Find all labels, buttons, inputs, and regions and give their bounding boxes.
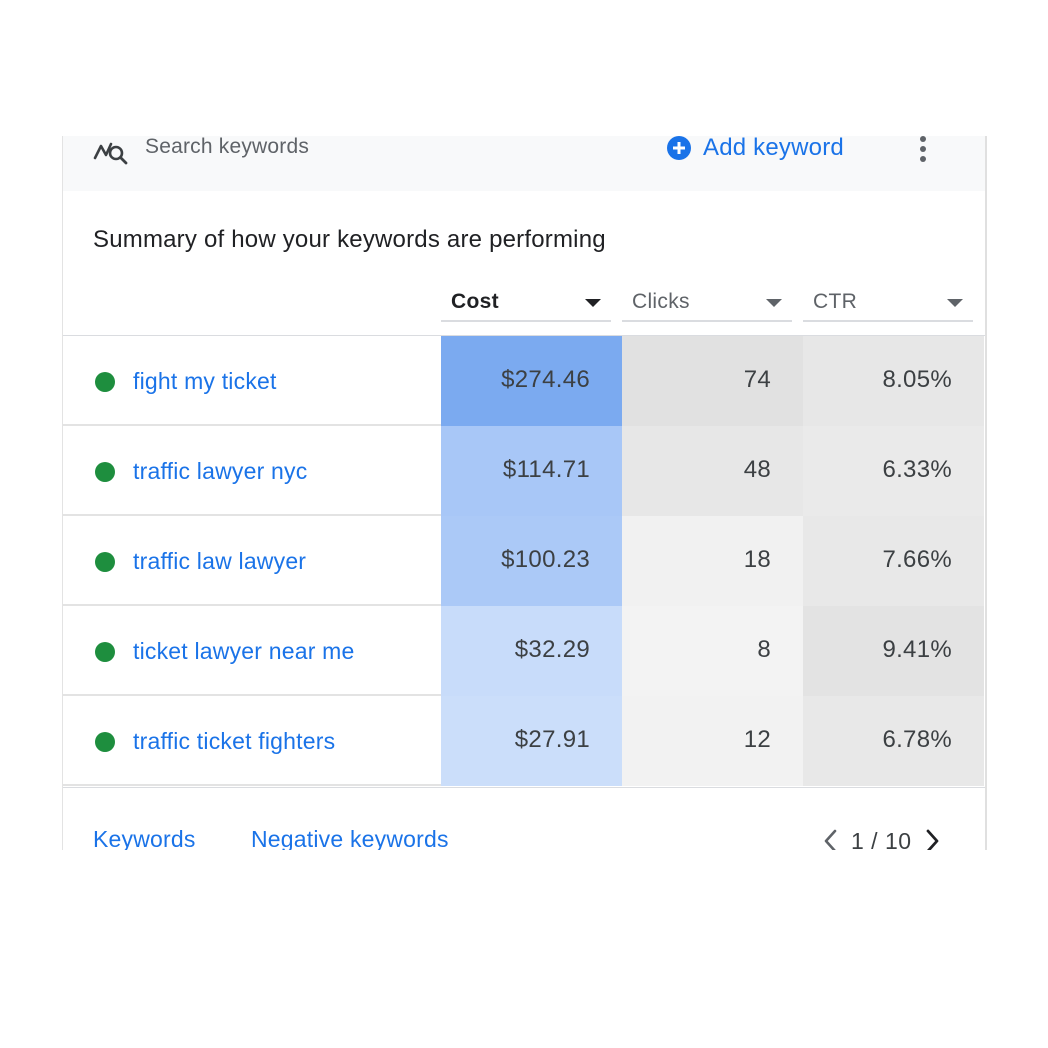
clicks-cell: 12 xyxy=(622,696,803,786)
keyword-cell: ticket lawyer near me xyxy=(63,606,441,696)
cost-value: $274.46 xyxy=(501,366,590,393)
pagination: 1 / 10 xyxy=(819,826,944,850)
keyword-link[interactable]: traffic ticket fighters xyxy=(133,728,336,754)
enabled-status-icon xyxy=(95,372,115,392)
keyword-link[interactable]: traffic lawyer nyc xyxy=(133,458,308,484)
ctr-value: 8.05% xyxy=(882,366,952,393)
keyword-link[interactable]: ticket lawyer near me xyxy=(133,638,355,664)
sort-dropdown-icon xyxy=(585,299,601,307)
clicks-cell: 18 xyxy=(622,516,803,606)
ctr-cell: 6.78% xyxy=(803,696,984,786)
add-circle-icon xyxy=(667,136,691,160)
chevron-right-icon[interactable] xyxy=(920,827,944,850)
ctr-value: 9.41% xyxy=(882,636,952,663)
keyword-cell: traffic law lawyer xyxy=(63,516,441,606)
summary-title: Summary of how your keywords are perform… xyxy=(93,226,606,253)
keyword-search-icon[interactable] xyxy=(93,138,129,166)
cost-value: $32.29 xyxy=(514,636,590,663)
search-keywords-label[interactable]: Search keywords xyxy=(145,136,310,158)
more-vert-icon[interactable] xyxy=(915,136,931,164)
keywords-toolbar: Search keywords Add keyword xyxy=(63,136,985,191)
add-keyword-label: Add keyword xyxy=(703,136,844,161)
table-row: fight my ticket $274.46 74 8.05% xyxy=(63,336,985,426)
table-row: traffic lawyer nyc $114.71 48 6.33% xyxy=(63,426,985,516)
enabled-status-icon xyxy=(95,642,115,662)
column-header-ctr[interactable]: CTR xyxy=(803,284,973,322)
cost-cell: $274.46 xyxy=(441,336,622,426)
clicks-value: 12 xyxy=(743,726,771,753)
clicks-value: 8 xyxy=(757,636,771,663)
chevron-left-icon[interactable] xyxy=(819,827,843,850)
column-header-clicks[interactable]: Clicks xyxy=(622,284,792,322)
ctr-cell: 6.33% xyxy=(803,426,984,516)
column-header-label: Clicks xyxy=(632,290,690,313)
column-header-label: CTR xyxy=(813,290,858,313)
page-indicator: 1 / 10 xyxy=(851,827,912,851)
keyword-link[interactable]: traffic law lawyer xyxy=(133,548,307,574)
keyword-link[interactable]: fight my ticket xyxy=(133,368,277,394)
ctr-cell: 8.05% xyxy=(803,336,984,426)
table-row: traffic law lawyer $100.23 18 7.66% xyxy=(63,516,985,606)
clicks-value: 48 xyxy=(743,456,771,483)
column-header-label: Cost xyxy=(451,290,499,313)
ctr-value: 6.78% xyxy=(882,726,952,753)
cost-cell: $100.23 xyxy=(441,516,622,606)
keyword-cell: traffic ticket fighters xyxy=(63,696,441,786)
cost-value: $100.23 xyxy=(501,546,590,573)
sort-dropdown-icon xyxy=(947,299,963,307)
clicks-value: 74 xyxy=(743,366,771,393)
keywords-card: Search keywords Add keyword Summary of h… xyxy=(62,136,987,850)
cost-cell: $114.71 xyxy=(441,426,622,516)
cost-cell: $32.29 xyxy=(441,606,622,696)
table-divider xyxy=(63,787,985,788)
keyword-cell: fight my ticket xyxy=(63,336,441,426)
column-header-cost[interactable]: Cost xyxy=(441,284,611,322)
cost-value: $114.71 xyxy=(502,456,590,483)
ctr-cell: 7.66% xyxy=(803,516,984,606)
keywords-link[interactable]: Keywords xyxy=(93,826,196,850)
add-keyword-button[interactable]: Add keyword xyxy=(667,136,844,161)
cost-value: $27.91 xyxy=(514,726,590,753)
sort-dropdown-icon xyxy=(766,299,782,307)
table-row: traffic ticket fighters $27.91 12 6.78% xyxy=(63,696,985,786)
cost-cell: $27.91 xyxy=(441,696,622,786)
clicks-cell: 48 xyxy=(622,426,803,516)
negative-keywords-link[interactable]: Negative keywords xyxy=(251,826,449,850)
enabled-status-icon xyxy=(95,552,115,572)
clicks-cell: 74 xyxy=(622,336,803,426)
clicks-value: 18 xyxy=(743,546,771,573)
ctr-value: 7.66% xyxy=(882,546,952,573)
clicks-cell: 8 xyxy=(622,606,803,696)
ctr-value: 6.33% xyxy=(882,456,952,483)
table-divider xyxy=(63,335,985,336)
enabled-status-icon xyxy=(95,462,115,482)
ctr-cell: 9.41% xyxy=(803,606,984,696)
table-row: ticket lawyer near me $32.29 8 9.41% xyxy=(63,606,985,696)
keyword-cell: traffic lawyer nyc xyxy=(63,426,441,516)
enabled-status-icon xyxy=(95,732,115,752)
